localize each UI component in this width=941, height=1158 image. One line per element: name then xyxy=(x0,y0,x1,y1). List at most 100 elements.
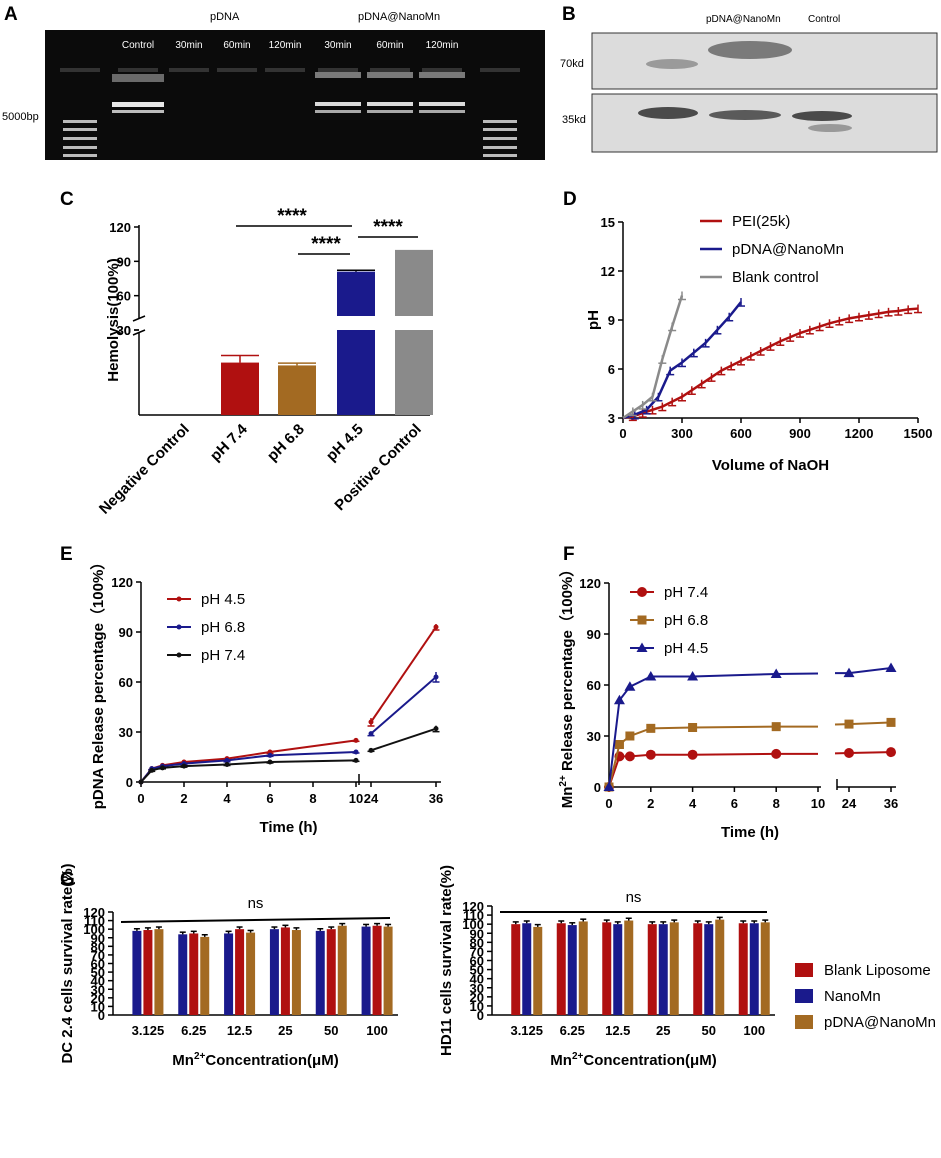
bar xyxy=(704,924,714,1015)
y-tick-label: 9 xyxy=(608,313,615,328)
x-tick-label: 12.5 xyxy=(227,1023,252,1038)
gel-band xyxy=(315,110,361,113)
bar xyxy=(235,929,245,1015)
x-tick-label: 0 xyxy=(619,426,626,441)
bar xyxy=(221,362,259,415)
y-tick-label: 40 xyxy=(470,972,484,987)
sig-label: **** xyxy=(373,217,403,238)
bar xyxy=(647,924,657,1015)
gel-ladder-band xyxy=(63,128,97,131)
bar xyxy=(143,930,153,1015)
gel-well xyxy=(60,68,100,72)
legend-marker xyxy=(637,615,647,625)
y-tick-label: 20 xyxy=(91,991,105,1006)
panel-label-g: G xyxy=(60,869,75,890)
series-line xyxy=(608,752,818,788)
legend-label: pDNA@NanoMn xyxy=(824,1014,936,1031)
gel-lane-label: 120min xyxy=(426,40,459,51)
gel-lane-label: 30min xyxy=(175,40,202,51)
gel-band xyxy=(112,102,164,107)
series-line xyxy=(370,676,437,735)
bar xyxy=(693,923,703,1015)
y-tick-label: 120 xyxy=(83,905,105,920)
y-tick-label: 30 xyxy=(587,729,601,744)
bar xyxy=(749,923,759,1015)
y-tick-label: 100 xyxy=(83,922,105,937)
gel-well xyxy=(480,68,520,72)
x-tick-label: 3.125 xyxy=(510,1023,543,1038)
x-tick-label: 25 xyxy=(656,1023,670,1038)
legend-label: pH 4.5 xyxy=(201,591,245,608)
legend-label: pH 4.5 xyxy=(664,640,708,657)
x-tick-label: Negative Control xyxy=(96,421,193,518)
x-tick-label: 300 xyxy=(671,426,693,441)
legend-label: pH 7.4 xyxy=(664,584,708,601)
bar xyxy=(715,919,725,1015)
y-tick-label: 60 xyxy=(470,954,484,969)
x-tick-label: 4 xyxy=(223,791,231,806)
panel-label-e: E xyxy=(60,544,73,565)
gel-group-nano: pDNA@NanoMn xyxy=(358,11,440,23)
bar xyxy=(383,926,393,1015)
y-tick-label: 60 xyxy=(119,675,133,690)
y-tick-label: 0 xyxy=(126,775,133,790)
y-tick-label: 90 xyxy=(119,625,133,640)
legend-label: Blank control xyxy=(732,269,819,286)
wb-band xyxy=(709,110,781,120)
data-point xyxy=(624,681,636,691)
gel-ladder-band xyxy=(63,146,97,149)
data-point xyxy=(688,723,698,732)
data-point xyxy=(603,781,615,791)
x-axis-label: Mn2+Concentration(μM) xyxy=(550,1051,716,1069)
x-tick-label: 6 xyxy=(266,791,273,806)
gel-band xyxy=(112,74,164,82)
bar xyxy=(178,934,188,1015)
x-tick-label: 10 xyxy=(349,791,363,806)
gel-ladder-band xyxy=(63,154,97,157)
bar xyxy=(361,926,371,1015)
wb-lane-control: Control xyxy=(808,14,840,25)
gel-lane-label: 30min xyxy=(324,40,351,51)
x-tick-label: 0 xyxy=(137,791,144,806)
data-point xyxy=(624,751,635,762)
bar xyxy=(578,921,588,1015)
legend-label: NanoMn xyxy=(824,988,881,1005)
legend-label: PEI(25k) xyxy=(732,213,790,230)
bar xyxy=(200,936,210,1015)
y-tick-label: 30 xyxy=(117,323,131,338)
gel-ladder-band xyxy=(483,120,517,123)
wb-band xyxy=(792,111,852,121)
wb-band xyxy=(638,107,698,119)
wb-label-35kd: 35kd xyxy=(562,114,586,126)
series-line xyxy=(608,672,819,788)
gel-lane-label: 120min xyxy=(269,40,302,51)
data-point xyxy=(614,740,624,749)
x-tick-label: 1200 xyxy=(845,426,874,441)
panel-label-c: C xyxy=(60,189,74,210)
legend-swatch xyxy=(795,989,813,1003)
western-blot: pDNA@NanoMn Control 70kd 35kd xyxy=(560,14,938,153)
bar xyxy=(291,930,301,1015)
bar xyxy=(154,929,164,1015)
y-axis-label: Mn2+ Release percentage（100%） xyxy=(558,562,576,809)
y-tick-label: 90 xyxy=(117,254,131,269)
y-tick-label: 80 xyxy=(91,939,105,954)
x-tick-label: 8 xyxy=(773,796,780,811)
wb-band xyxy=(646,59,698,69)
y-axis-label: HD11 cells survival rate(%) xyxy=(438,865,455,1056)
bar xyxy=(372,925,382,1015)
wb-band xyxy=(808,124,852,132)
bar xyxy=(395,330,433,415)
x-tick-label: 6.25 xyxy=(181,1023,206,1038)
y-tick-label: 120 xyxy=(109,220,131,235)
legend-marker xyxy=(176,624,182,630)
gel-well xyxy=(217,68,257,72)
bar xyxy=(738,923,748,1015)
series-line xyxy=(622,307,919,420)
wb-lane-nano: pDNA@NanoMn xyxy=(706,14,781,25)
data-point xyxy=(138,779,144,785)
bar xyxy=(658,924,668,1015)
gel-background xyxy=(45,30,545,160)
y-tick-label: 12 xyxy=(601,264,615,279)
